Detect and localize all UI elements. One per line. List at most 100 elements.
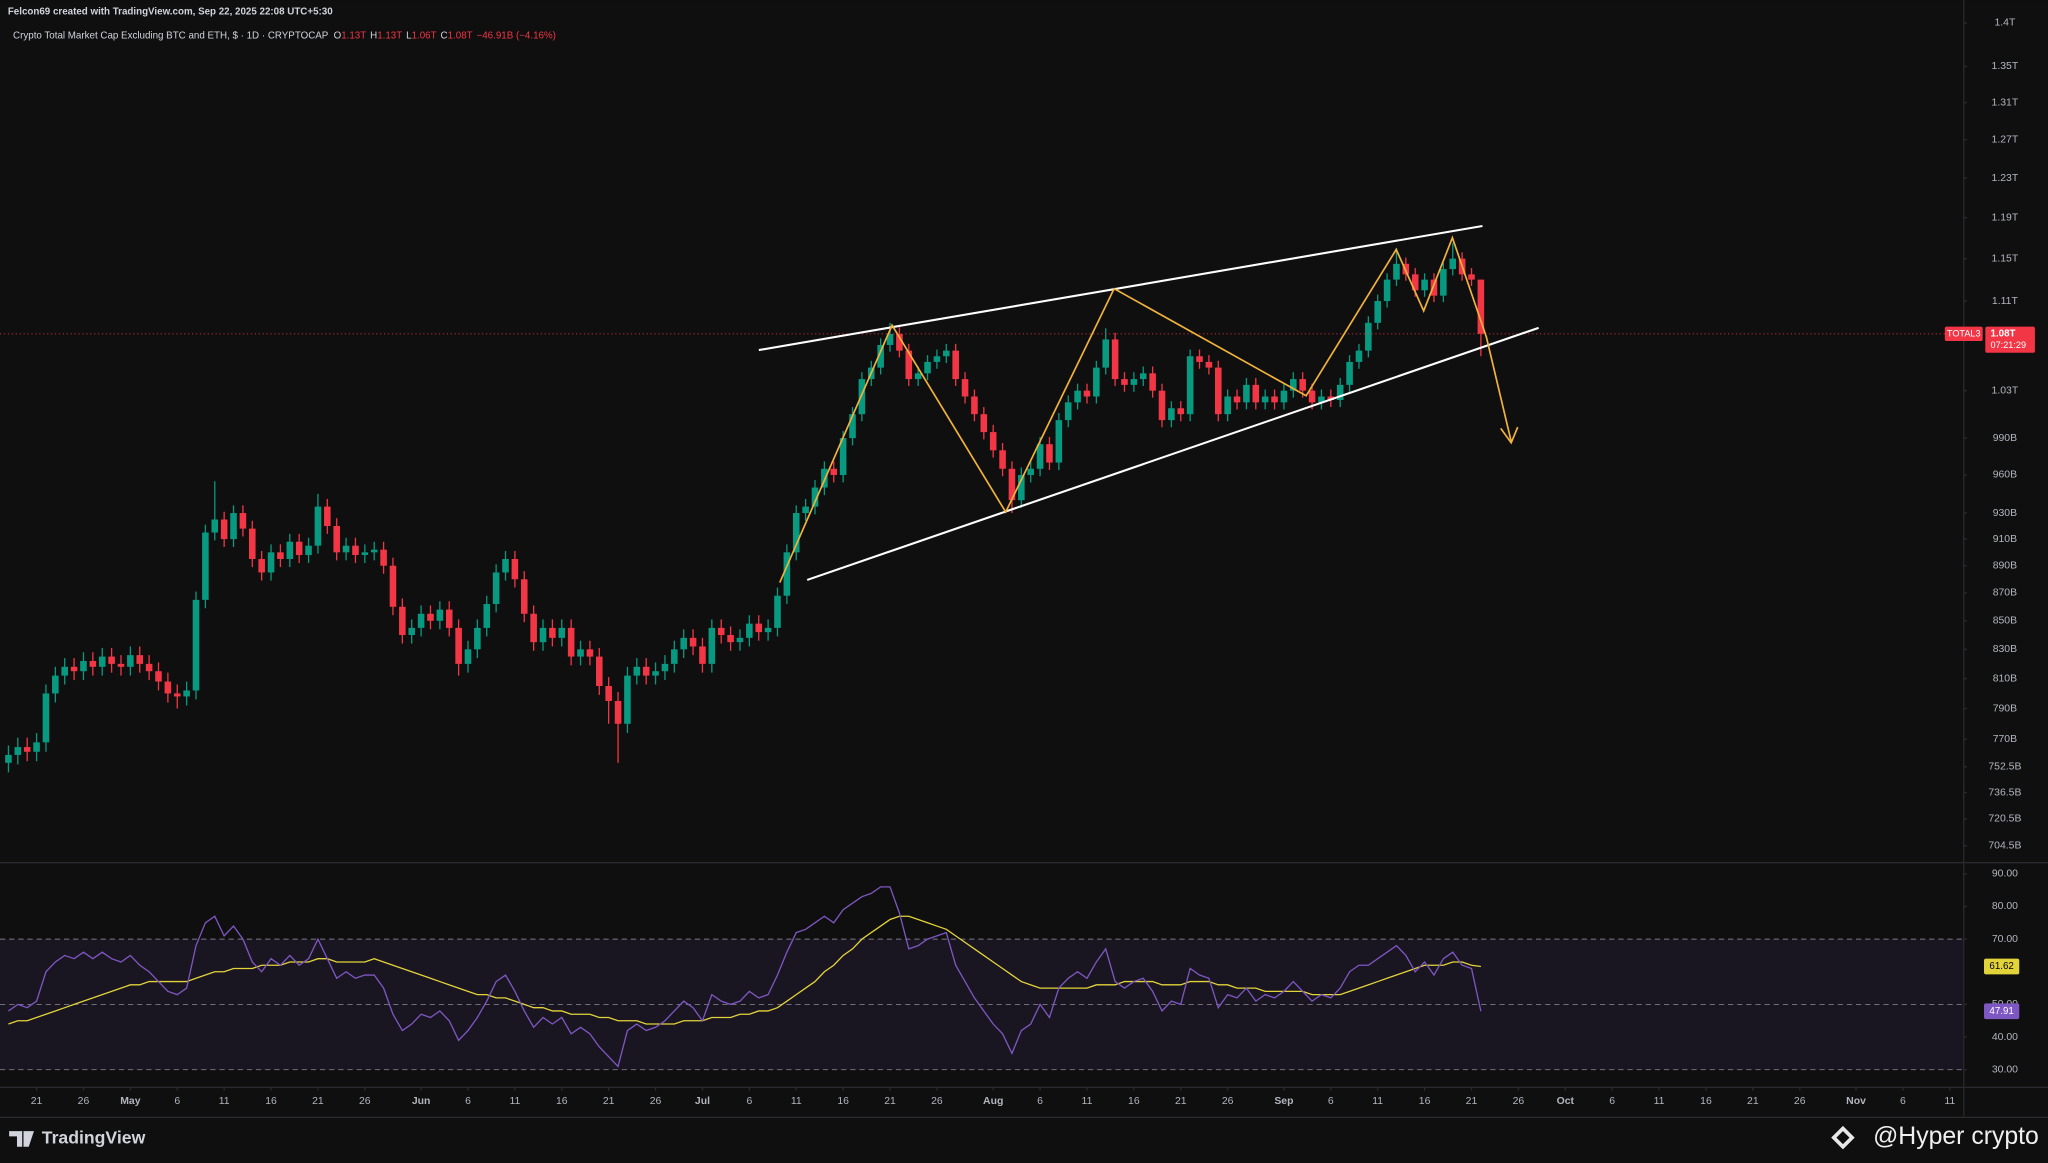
x-tick-label: 6 bbox=[1609, 1096, 1615, 1107]
candle-body bbox=[1252, 384, 1260, 403]
candle-body bbox=[1280, 390, 1288, 403]
x-tick-label: 16 bbox=[1700, 1096, 1712, 1107]
countdown-label: 07:21:29 bbox=[1991, 340, 2027, 350]
candle-body bbox=[1139, 373, 1147, 380]
candle-body bbox=[155, 671, 162, 682]
candle-body bbox=[530, 613, 537, 643]
x-tick-label: 11 bbox=[791, 1096, 802, 1107]
candle-body bbox=[961, 379, 969, 397]
symbol-label: TOTAL3 bbox=[1947, 328, 1981, 338]
candle-body bbox=[539, 627, 547, 643]
candle-body bbox=[108, 656, 115, 664]
x-tick-label: 16 bbox=[556, 1096, 568, 1107]
candle-body bbox=[1074, 390, 1081, 403]
candle-body bbox=[511, 559, 519, 580]
y-tick-label: 704.5B bbox=[1988, 841, 2021, 852]
candle-body bbox=[389, 565, 397, 607]
candle-body bbox=[652, 671, 659, 676]
candle-body bbox=[173, 693, 181, 697]
candle-body bbox=[999, 450, 1006, 469]
x-tick-label: Nov bbox=[1846, 1096, 1866, 1107]
x-tick-label: 16 bbox=[265, 1096, 277, 1107]
candle-body bbox=[314, 506, 322, 546]
candle-body bbox=[1130, 379, 1138, 385]
candle-body bbox=[408, 627, 416, 635]
candle-body bbox=[596, 656, 603, 686]
candle-body bbox=[117, 663, 125, 667]
candle-body bbox=[1158, 390, 1166, 421]
candle-body bbox=[277, 552, 284, 560]
legend-value: 1.13T bbox=[377, 30, 402, 41]
candle-body bbox=[1055, 420, 1063, 463]
candle-body bbox=[295, 541, 303, 555]
y-tick-label: 810B bbox=[1993, 673, 2017, 684]
candle-body bbox=[249, 528, 256, 560]
y-tick-label: 910B bbox=[1993, 534, 2017, 545]
price-label: 1.08T bbox=[1991, 328, 2016, 339]
candle-body bbox=[661, 663, 669, 672]
x-tick-label: 6 bbox=[465, 1096, 471, 1107]
y-tick-label: 850B bbox=[1993, 616, 2017, 627]
candle-body bbox=[783, 552, 791, 596]
x-tick-label: 6 bbox=[746, 1096, 752, 1107]
candle-body bbox=[164, 681, 172, 694]
candle-body bbox=[1290, 379, 1297, 391]
candle-body bbox=[211, 519, 219, 533]
x-tick-label: 26 bbox=[78, 1096, 90, 1107]
legend-value: 1.13T bbox=[341, 30, 366, 41]
value-box bbox=[1984, 958, 2020, 975]
candle-body bbox=[1121, 379, 1128, 385]
candle-body bbox=[924, 361, 931, 374]
x-tick-label: 21 bbox=[1747, 1096, 1759, 1107]
candle-body bbox=[1393, 263, 1400, 280]
candle-body bbox=[858, 379, 866, 415]
y-tick-label: 720.5B bbox=[1988, 814, 2021, 825]
value-label: 47.91 bbox=[1989, 1006, 2013, 1017]
candle-body bbox=[1196, 356, 1203, 362]
candle-body bbox=[755, 623, 763, 633]
candle-body bbox=[258, 559, 265, 573]
arrow-head bbox=[1500, 426, 1519, 445]
candle-body bbox=[267, 552, 275, 573]
candle-body bbox=[1261, 396, 1269, 403]
candle-body bbox=[1008, 468, 1016, 501]
brand: TradingView bbox=[42, 1128, 146, 1148]
value-label: 61.62 bbox=[1989, 961, 2013, 972]
candle-body bbox=[633, 666, 641, 676]
legend-value: 1.06T bbox=[412, 30, 437, 41]
x-tick-label: 6 bbox=[1900, 1096, 1906, 1107]
candle-body bbox=[1093, 367, 1100, 397]
y-tick-label: 1.23T bbox=[1992, 173, 2019, 184]
candle-body bbox=[839, 438, 847, 475]
x-tick-label: 21 bbox=[1175, 1096, 1187, 1107]
candle-body bbox=[1083, 390, 1091, 397]
watermark-icon bbox=[1831, 1125, 1855, 1150]
candle-body bbox=[830, 468, 838, 475]
drawings bbox=[758, 224, 1539, 583]
y-tick-label: 1.27T bbox=[1992, 134, 2019, 145]
candle-body bbox=[699, 646, 706, 664]
candle-body bbox=[52, 675, 59, 694]
candle-body bbox=[61, 666, 68, 676]
candle-body bbox=[943, 350, 950, 357]
axes: 1.4T 1.35T 1.31T 1.27T 1.23T 1.19T 1.15T 1.11T 1… bbox=[31, 18, 2035, 1107]
candle-body bbox=[98, 656, 106, 667]
candle-body bbox=[239, 513, 247, 529]
candle-body bbox=[708, 627, 716, 664]
candle-body bbox=[370, 549, 378, 553]
candle-body bbox=[1327, 396, 1335, 401]
candle-body bbox=[183, 690, 190, 697]
candle-body bbox=[1308, 390, 1316, 403]
candle-body bbox=[1102, 339, 1110, 368]
candle-body bbox=[1046, 444, 1053, 463]
x-tick-label: Jun bbox=[412, 1096, 431, 1107]
candle-body bbox=[1468, 274, 1475, 280]
legend-title: Crypto Total Market Cap Excluding BTC an… bbox=[13, 30, 329, 41]
x-tick-label: 26 bbox=[359, 1096, 371, 1107]
candle-body bbox=[821, 468, 828, 488]
symbol-box bbox=[1944, 326, 1983, 342]
x-tick-label: 21 bbox=[603, 1096, 615, 1107]
x-tick-label: 21 bbox=[31, 1096, 43, 1107]
candle-body bbox=[680, 637, 687, 650]
